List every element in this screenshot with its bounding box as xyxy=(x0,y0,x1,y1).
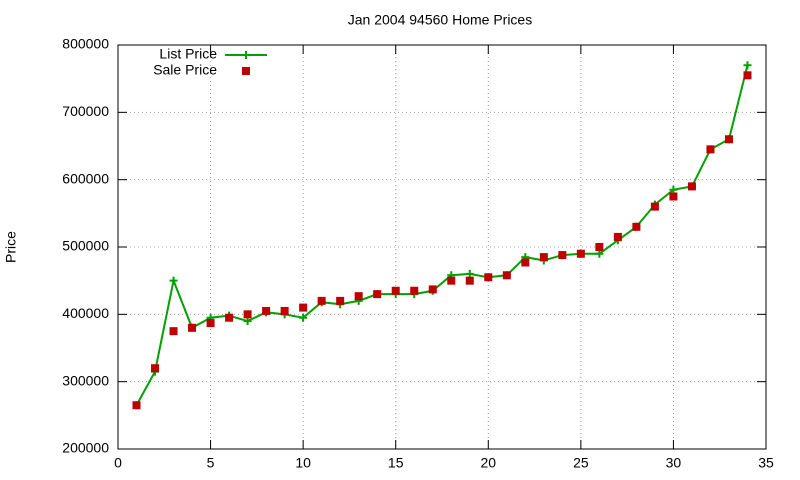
point-marker xyxy=(169,276,178,285)
point-marker xyxy=(724,135,733,144)
x-tick-label: 30 xyxy=(666,455,682,471)
point-marker xyxy=(465,276,474,285)
point-marker xyxy=(243,317,252,326)
point-marker xyxy=(743,61,752,70)
y-tick-label: 600000 xyxy=(62,170,109,186)
x-tick-label: 20 xyxy=(480,455,496,471)
point-marker xyxy=(262,306,271,315)
legend-label: Sale Price xyxy=(153,62,217,78)
point-marker xyxy=(336,296,345,305)
point-marker xyxy=(132,401,141,410)
point-marker xyxy=(669,185,678,194)
y-axis-label: Price xyxy=(3,231,19,263)
x-tick-label: 15 xyxy=(388,455,404,471)
point-marker xyxy=(521,258,530,267)
point-marker xyxy=(373,290,382,299)
point-marker xyxy=(669,192,678,201)
y-tick-label: 500000 xyxy=(62,238,109,254)
point-marker xyxy=(206,319,215,328)
point-marker xyxy=(595,243,604,251)
x-tick-label: 5 xyxy=(207,455,215,471)
point-marker xyxy=(280,306,289,315)
x-tick-label: 25 xyxy=(573,455,589,471)
y-tick-label: 300000 xyxy=(62,372,109,388)
legend-marker xyxy=(242,51,250,59)
y-tick-label: 200000 xyxy=(62,440,109,456)
point-marker xyxy=(650,202,659,211)
point-marker xyxy=(299,303,308,312)
point-marker xyxy=(428,285,437,294)
point-marker xyxy=(299,313,308,322)
point-marker xyxy=(743,71,752,80)
point-marker xyxy=(502,271,511,280)
series-line xyxy=(135,64,749,406)
point-marker xyxy=(151,364,160,373)
x-tick-label: 10 xyxy=(295,455,311,471)
point-marker xyxy=(539,253,548,262)
point-marker xyxy=(613,232,622,241)
point-marker xyxy=(595,249,604,258)
point-marker xyxy=(465,269,474,278)
y-tick-label: 700000 xyxy=(62,103,109,119)
point-marker xyxy=(410,286,419,295)
point-marker xyxy=(576,249,585,258)
point-marker xyxy=(169,327,178,336)
point-marker xyxy=(484,273,493,282)
point-marker xyxy=(354,292,363,301)
point-marker xyxy=(687,182,696,191)
point-marker xyxy=(706,145,715,154)
x-tick-label: 35 xyxy=(758,455,774,471)
point-marker xyxy=(317,296,326,305)
point-marker xyxy=(558,251,567,260)
point-marker xyxy=(188,323,197,332)
point-marker xyxy=(632,222,641,231)
x-tick-label: 0 xyxy=(114,455,122,471)
point-marker xyxy=(243,310,252,319)
point-marker xyxy=(391,286,400,295)
y-tick-label: 800000 xyxy=(62,36,109,52)
plot-frame xyxy=(117,44,767,450)
chart-title: Jan 2004 94560 Home Prices xyxy=(348,12,532,28)
point-marker xyxy=(447,276,456,285)
legend-marker xyxy=(242,67,250,75)
legend-label: List Price xyxy=(159,46,217,62)
y-tick-label: 400000 xyxy=(62,305,109,321)
point-marker xyxy=(225,313,234,322)
